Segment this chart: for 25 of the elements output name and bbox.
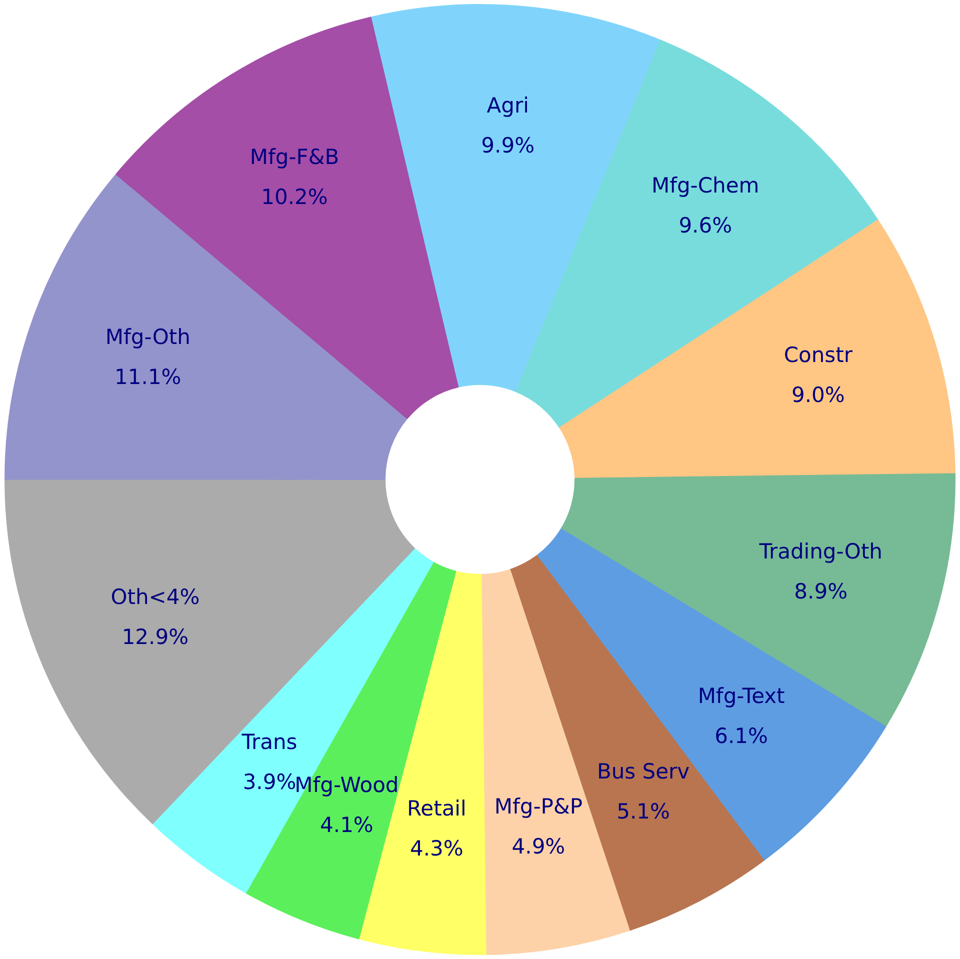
data-label: 3.9% xyxy=(242,770,296,794)
slice-label: Retail xyxy=(407,796,466,821)
data-label: 6.1% xyxy=(714,724,768,748)
slice-label: Trading-Oth xyxy=(758,539,882,564)
slice-label: Bus Serv xyxy=(596,759,690,784)
slice-label: Mfg-Text xyxy=(698,684,785,708)
slice-label: Mfg-Oth xyxy=(105,325,190,350)
slice-label: Mfg-F&B xyxy=(250,145,340,170)
data-label: 11.1% xyxy=(114,365,182,390)
slice-label: Constr xyxy=(784,343,853,368)
data-label: 10.2% xyxy=(261,185,328,210)
data-label: 9.0% xyxy=(791,383,845,408)
slice-label: Trans xyxy=(240,730,298,754)
data-label: 4.1% xyxy=(320,813,374,838)
data-label: 12.9% xyxy=(122,625,189,650)
slice-label: Mfg-P&P xyxy=(494,794,583,818)
slice-label: Agri xyxy=(486,94,529,118)
slice-label: Mfg-Chem xyxy=(651,174,760,198)
data-label: 4.3% xyxy=(410,836,464,861)
data-label: 9.6% xyxy=(678,214,732,238)
data-label: 9.9% xyxy=(481,134,535,158)
data-label: 8.9% xyxy=(794,579,848,604)
data-label: 5.1% xyxy=(616,799,670,824)
data-label: 4.9% xyxy=(512,834,566,858)
slice-label: Oth<4% xyxy=(110,585,200,610)
